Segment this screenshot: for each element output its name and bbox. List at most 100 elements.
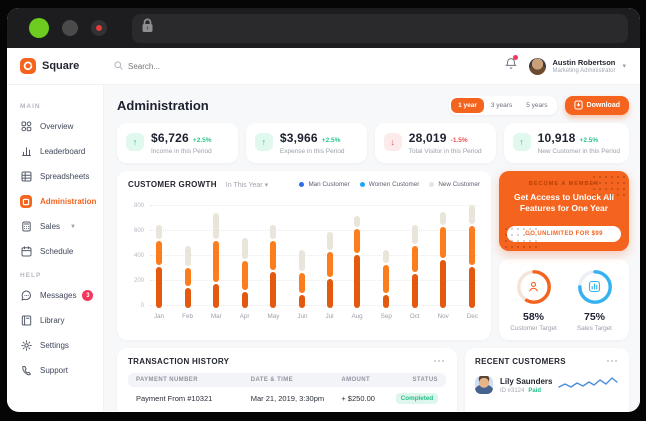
- bar-segment-new-customer: [241, 238, 248, 259]
- promo-eyebrow: BECOME A MEMBER: [528, 181, 600, 187]
- membership-promo-card: BECOME A MEMBER Get Access to Unlock All…: [499, 171, 629, 251]
- stat-cards: ↑ $6,726 +2.5% Income in this Period ↑ $3,966…: [117, 123, 629, 163]
- bar-segment-women-customer: [469, 226, 476, 265]
- address-bar[interactable]: [132, 13, 628, 43]
- target-percent: 75%: [583, 310, 605, 323]
- bar-segment-man-customer: [326, 279, 333, 308]
- more-options-icon[interactable]: [432, 358, 446, 364]
- bar-segment-man-customer: [184, 288, 191, 308]
- bar-may[interactable]: May: [268, 193, 279, 321]
- sidebar-item-spreadsheets[interactable]: Spreadsheets: [20, 164, 103, 189]
- x-tick-label: Feb: [182, 313, 193, 320]
- bar-stack: [213, 211, 220, 308]
- legend-dot: [359, 182, 365, 187]
- x-tick-label: Apr: [239, 313, 250, 320]
- bar-segment-man-customer: [156, 267, 163, 308]
- user-avatar[interactable]: [529, 57, 547, 75]
- window-button-record[interactable]: [91, 20, 107, 36]
- sidebar-item-leaderboard[interactable]: Leaderboard: [20, 139, 103, 164]
- bar-segment-women-customer: [440, 227, 447, 258]
- bar-jan[interactable]: Jan: [154, 193, 164, 321]
- bar-jul[interactable]: Jul: [325, 193, 334, 321]
- bar-segment-women-customer: [213, 241, 220, 282]
- bar-stack: [241, 236, 248, 308]
- target-label: Sales Target: [577, 324, 612, 332]
- administration-icon: [20, 195, 32, 208]
- sidebar-item-library[interactable]: Library: [20, 308, 103, 333]
- bar-dec[interactable]: Dec: [467, 193, 478, 321]
- targets-card: 58% Customer Target 75% Sales Target: [499, 258, 629, 340]
- sidebar-item-messages[interactable]: Messages 3: [20, 283, 103, 308]
- bar-segment-new-customer: [354, 216, 361, 227]
- x-tick-label: Jun: [297, 313, 308, 320]
- payment-amount: + $250.00: [341, 393, 375, 403]
- sidebar-item-administration[interactable]: Administration: [20, 189, 103, 214]
- bar-jun[interactable]: Jun: [297, 193, 308, 321]
- x-tick-label: Jan: [154, 313, 165, 320]
- schedule-icon: [20, 246, 32, 258]
- bar-segment-man-customer: [270, 272, 277, 308]
- arrow-up-icon: ↑: [512, 133, 531, 151]
- range-button-1-year[interactable]: 1 year: [451, 97, 484, 113]
- target-customer-target: 58% Customer Target: [503, 268, 564, 332]
- range-button-3-years[interactable]: 3 years: [484, 98, 519, 113]
- gridline: [150, 205, 478, 206]
- x-tick-label: Oct: [409, 313, 420, 320]
- sidebar-item-settings[interactable]: Settings: [20, 333, 103, 358]
- window-button-minimize[interactable]: [62, 20, 78, 36]
- bar-oct[interactable]: Oct: [410, 193, 420, 321]
- go-unlimited-button[interactable]: GO UNLIMITED FOR $99: [507, 225, 621, 242]
- sidebar-item-label: Spreadsheets: [40, 172, 90, 181]
- table-row[interactable]: Payment From #10321 Mar 21, 2019, 3:30pm +…: [128, 387, 446, 406]
- header-right: Austin Robertson Marketing Administrator…: [505, 55, 626, 75]
- chart-legend: Man Customer Women Customer New Customer: [299, 181, 480, 188]
- range-button-5-years[interactable]: 5 years: [519, 98, 554, 113]
- bar-feb[interactable]: Feb: [182, 193, 193, 321]
- bar-aug[interactable]: Aug: [351, 193, 363, 321]
- stat-change: +2.5%: [579, 137, 599, 144]
- y-tick-label: 200: [133, 278, 144, 284]
- user-icon: [515, 268, 553, 306]
- sidebar-item-schedule[interactable]: Schedule: [20, 239, 103, 264]
- chart-filter-dropdown[interactable]: In This Year ▾: [225, 181, 269, 189]
- window-button-close[interactable]: [29, 18, 49, 38]
- sidebar-item-label: Sales: [40, 222, 61, 231]
- search-icon: [114, 57, 123, 75]
- bar-apr[interactable]: Apr: [240, 193, 250, 321]
- brand-logo-icon: [20, 58, 36, 74]
- sidebar-item-label: Leaderboard: [40, 147, 86, 156]
- bar-stack: [156, 223, 163, 308]
- bar-segment-man-customer: [411, 274, 418, 308]
- bar-sep[interactable]: Sep: [381, 193, 392, 321]
- search-input[interactable]: [128, 61, 248, 71]
- more-options-icon[interactable]: [605, 358, 619, 364]
- bar-stack: [326, 230, 333, 308]
- sidebar-item-support[interactable]: Support: [20, 358, 103, 383]
- lock-icon: [141, 18, 154, 38]
- stat-value: 10,918: [537, 131, 576, 145]
- stat-change: +2.5%: [321, 137, 341, 144]
- notification-bell-icon[interactable]: [505, 55, 519, 75]
- transactions-header-row: PAYMENT NUMBER DATE & TIME AMOUNT STATUS: [128, 372, 446, 387]
- bar-segment-new-customer: [383, 250, 390, 263]
- bar-mar[interactable]: Mar: [211, 193, 222, 321]
- stat-label: Total Visitor in this Period: [408, 148, 482, 155]
- bar-segment-man-customer: [241, 292, 248, 308]
- browser-chrome: [7, 8, 640, 48]
- gridline: [150, 280, 478, 281]
- sidebar-section-label: HELP: [20, 272, 42, 279]
- download-button[interactable]: Download: [564, 95, 629, 115]
- stat-label: Expense in this Period: [279, 148, 345, 155]
- legend-item-new-customer: New Customer: [429, 181, 480, 188]
- customer-avatar: [475, 376, 493, 395]
- sidebar-item-label: Overview: [40, 122, 74, 131]
- sidebar-item-sales[interactable]: Sales ▼: [20, 214, 103, 239]
- bar-segment-new-customer: [440, 212, 447, 225]
- sidebar-item-overview[interactable]: Overview: [20, 114, 103, 139]
- spreadsheets-icon: [20, 171, 32, 183]
- brand[interactable]: Square: [7, 58, 104, 74]
- list-item[interactable]: Lily Saunders ID #3124 Paid: [475, 374, 619, 397]
- sales-icon: [20, 221, 32, 233]
- bar-nov[interactable]: Nov: [438, 193, 449, 321]
- user-menu-chevron-icon[interactable]: ▾: [622, 63, 626, 70]
